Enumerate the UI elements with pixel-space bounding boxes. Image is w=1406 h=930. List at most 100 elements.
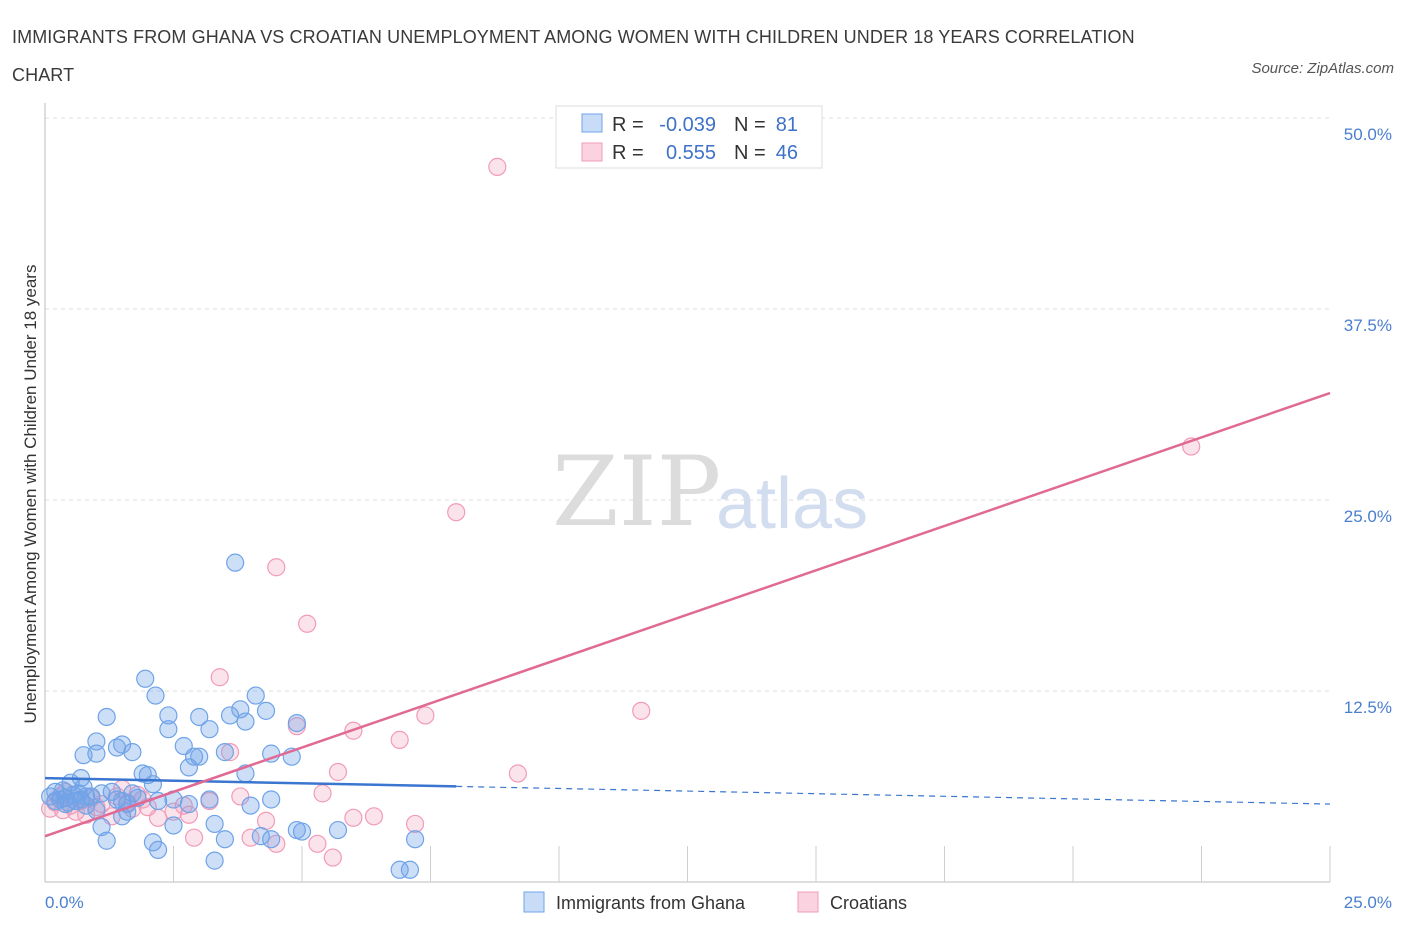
croatia-point — [298, 614, 317, 633]
croatia-point — [313, 784, 332, 803]
ghana-point — [292, 822, 312, 841]
legend-croatia-r-value: 0.555 — [666, 142, 716, 164]
y-tick-label: 12.5% — [1344, 698, 1392, 717]
ghana-point — [405, 830, 425, 849]
croatia-point — [179, 805, 199, 824]
ghana-point — [112, 735, 132, 754]
trend-lines — [44, 391, 1331, 838]
ghana-point — [184, 747, 204, 766]
croatia-point — [267, 558, 286, 577]
ghana-point — [136, 669, 155, 688]
legend-ghana-n-value: 81 — [776, 114, 798, 136]
ghana-point — [200, 720, 219, 739]
croatia-point — [416, 706, 435, 725]
ghana-point — [262, 830, 281, 849]
axes — [44, 103, 1331, 883]
croatia-point — [256, 811, 276, 830]
series-legend: Immigrants from Ghana Croatians — [523, 891, 907, 913]
ghana-point — [226, 553, 245, 572]
croatia-point — [344, 808, 363, 827]
ghana-point — [92, 817, 111, 837]
croatia-point — [508, 764, 527, 783]
croatia-point — [148, 808, 168, 827]
ghana-point — [159, 720, 178, 739]
watermark: ZIP atlas — [552, 436, 868, 548]
bottom-legend-ghana-label: Immigrants from Ghana — [556, 893, 746, 913]
ghana-point — [390, 860, 409, 879]
legend-ghana-swatch — [581, 113, 603, 133]
watermark-zip: ZIP — [552, 436, 721, 548]
ghana-point — [251, 827, 270, 846]
legend-croatia-n-value: 46 — [776, 142, 798, 164]
ghana-point — [287, 713, 306, 733]
ghana-point — [246, 686, 265, 705]
ghana-point — [164, 816, 183, 835]
ghana-point — [215, 743, 234, 762]
y-tick-labels: 12.5% 25.0% 37.5% 50.0% — [1344, 125, 1392, 717]
ghana-point — [205, 851, 224, 870]
ghana-point — [220, 706, 240, 725]
ghana-trend-line-extension — [456, 785, 1331, 805]
ghana-point — [46, 791, 65, 811]
ghana-point — [179, 794, 199, 814]
ghana-point — [56, 794, 75, 814]
ghana-point — [87, 732, 106, 751]
bottom-legend-croatia-swatch — [797, 891, 819, 913]
legend-ghana-n-label: N = — [734, 114, 766, 136]
y-axis-label: Unemployment Among Women with Children U… — [21, 265, 40, 724]
ghana-point — [97, 707, 116, 727]
ghana-point — [97, 831, 116, 850]
source-label: Source: ZipAtlas.com — [1251, 60, 1394, 77]
croatia-point — [488, 157, 507, 176]
ghana-point — [262, 790, 281, 809]
bottom-legend-ghana-swatch — [523, 891, 545, 913]
ghana-point — [123, 743, 142, 762]
croatia-point — [447, 503, 466, 522]
croatia-point — [323, 848, 342, 867]
croatia-point — [231, 787, 250, 806]
ghana-point — [159, 706, 178, 725]
legend-ghana-r-value: -0.039 — [659, 114, 716, 136]
watermark-atlas: atlas — [716, 464, 868, 544]
ghana-point — [77, 796, 96, 815]
y-tick-label: 50.0% — [1344, 125, 1392, 144]
croatia-point — [390, 730, 409, 749]
chart-title: IMMIGRANTS FROM GHANA VS CROATIAN UNEMPL… — [12, 27, 1135, 85]
croatia-point — [364, 807, 384, 826]
ghana-point — [92, 784, 111, 803]
croatia-point — [308, 834, 327, 853]
x-tick-labels: 0.0% 25.0% — [45, 893, 1392, 912]
croatia-point — [405, 814, 425, 834]
ghana-point — [400, 860, 420, 879]
croatia-point — [184, 828, 204, 847]
bottom-legend-croatia-label: Croatians — [830, 893, 907, 913]
legend-croatia-swatch — [581, 142, 603, 162]
ghana-point — [328, 820, 348, 840]
ghana-point — [205, 814, 224, 834]
croatia-trend-line — [44, 391, 1331, 838]
ghana-point — [190, 747, 209, 766]
ghana-point — [77, 787, 96, 806]
ghana-point — [236, 712, 255, 731]
ghana-point — [146, 686, 165, 705]
x-tick-label-end: 25.0% — [1344, 893, 1392, 912]
ghana-point — [190, 707, 209, 727]
ghana-point — [82, 787, 101, 806]
legend-croatia-r-label: R = — [612, 142, 644, 164]
legend-ghana-r-label: R = — [612, 114, 644, 136]
croatia-point — [328, 762, 348, 782]
y-tick-label: 25.0% — [1344, 507, 1392, 526]
ghana-point — [143, 775, 163, 794]
correlation-legend: R = -0.039 N = 81 R = 0.555 N = 46 — [555, 105, 823, 169]
croatia-point — [632, 701, 651, 720]
y-tick-label: 37.5% — [1344, 316, 1392, 335]
series-croatians — [41, 157, 1201, 867]
croatia-point — [220, 743, 240, 762]
ghana-point — [148, 840, 168, 860]
legend-croatia-n-label: N = — [734, 142, 766, 164]
croatia-point — [210, 668, 229, 687]
gridlines — [45, 117, 1330, 692]
series-ghana — [41, 553, 425, 879]
ghana-point — [215, 830, 234, 849]
